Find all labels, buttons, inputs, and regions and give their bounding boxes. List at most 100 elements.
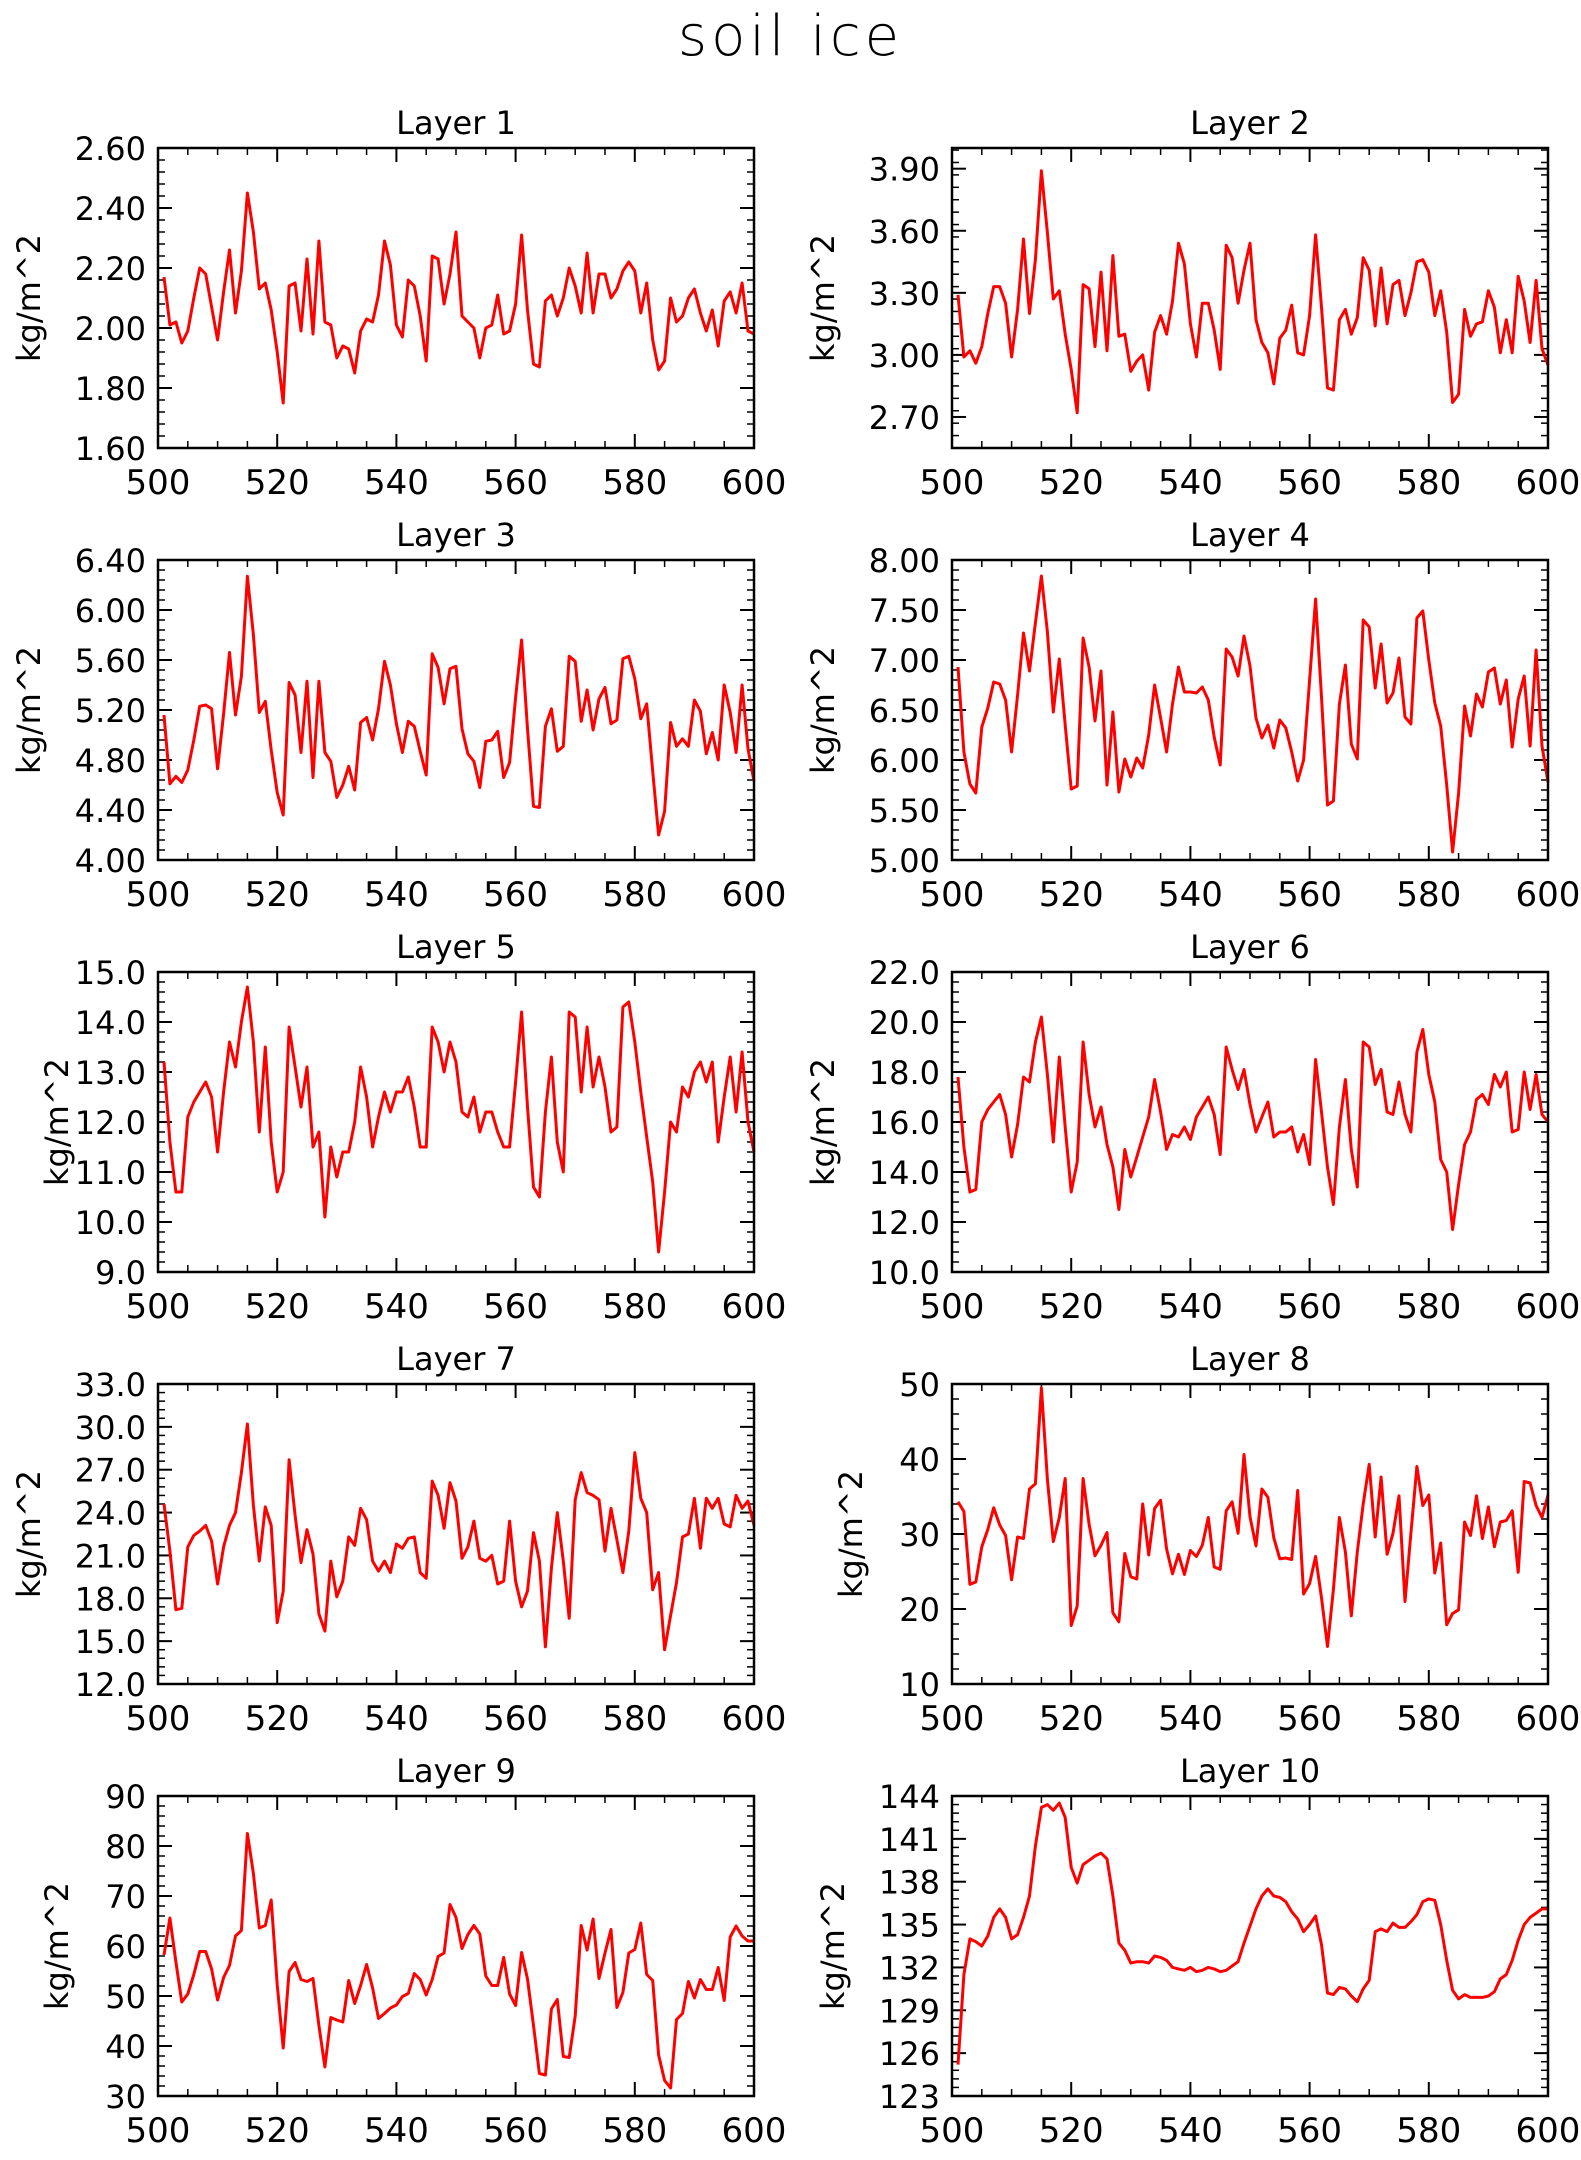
plot-frame: [950, 970, 1550, 1274]
chart-panel-10: 500 520 540 560 580 600 123 126 129 132 135 138 141 1…: [814, 1752, 1580, 2151]
y-tick-label: 5.20: [75, 692, 146, 730]
x-tick-label: 560: [483, 1287, 548, 1327]
y-tick-label: 11.0: [75, 1154, 146, 1192]
y-tick-label: 20.0: [869, 1004, 940, 1042]
x-tick-label: 600: [722, 2111, 787, 2151]
plot-frame: [950, 146, 1550, 450]
y-tick-label: 30.0: [75, 1409, 146, 1447]
x-tick-label: 500: [920, 463, 985, 503]
y-tick-label: 4.00: [75, 842, 146, 880]
x-tick-label: 600: [722, 875, 787, 915]
x-tick-label: 540: [1158, 463, 1223, 503]
y-tick-label: 33.0: [75, 1366, 146, 1404]
panel-title: Layer 8: [1190, 1340, 1310, 1378]
figure-title: soil ice: [677, 4, 904, 69]
y-axis-label: kg/m^2: [804, 1058, 842, 1186]
plot-frame: [950, 1382, 1550, 1686]
y-tick-label: 40: [899, 1441, 940, 1479]
y-tick-label: 5.00: [869, 842, 940, 880]
x-tick-label: 560: [483, 463, 548, 503]
y-tick-label: 7.00: [869, 642, 940, 680]
y-tick-label: 6.50: [869, 692, 940, 730]
chart-panel-8: 500 520 540 560 580 600 10 20 30 40 50 Layer 8 kg/m^…: [832, 1340, 1580, 1739]
y-tick-label: 3.30: [869, 275, 940, 313]
y-tick-label: 10: [899, 1666, 940, 1704]
chart-panel-7: 500 520 540 560 580 600 12.0 15.0 18.0 21.0 24.0 27…: [10, 1340, 786, 1739]
x-tick-label: 580: [602, 1287, 667, 1327]
x-tick-label: 540: [364, 463, 429, 503]
x-tick-label: 600: [1516, 2111, 1581, 2151]
y-tick-label: 7.50: [869, 592, 940, 630]
y-tick-label: 12.0: [75, 1666, 146, 1704]
y-axis-label: kg/m^2: [10, 1470, 48, 1598]
x-tick-label: 540: [364, 875, 429, 915]
y-tick-label: 21.0: [75, 1537, 146, 1575]
y-tick-label: 126: [879, 2035, 940, 2073]
x-tick-label: 500: [920, 2111, 985, 2151]
y-tick-label: 4.80: [75, 742, 146, 780]
x-tick-label: 560: [1277, 875, 1342, 915]
plot-frame: [156, 1382, 756, 1686]
y-tick-label: 132: [879, 1949, 940, 1987]
y-tick-label: 30: [899, 1516, 940, 1554]
y-tick-label: 3.00: [869, 337, 940, 375]
y-tick-label: 50: [899, 1366, 940, 1404]
y-tick-label: 27.0: [75, 1452, 146, 1490]
y-tick-label: 12.0: [75, 1104, 146, 1142]
y-tick-label: 141: [879, 1821, 940, 1859]
y-tick-label: 90: [105, 1778, 146, 1816]
y-tick-label: 5.50: [869, 792, 940, 830]
panel-title: Layer 9: [396, 1752, 516, 1790]
series-line: [956, 169, 1550, 415]
x-tick-label: 580: [1396, 463, 1461, 503]
x-tick-label: 600: [1516, 875, 1581, 915]
y-tick-label: 6.00: [75, 592, 146, 630]
x-tick-label: 560: [483, 875, 548, 915]
y-tick-label: 15.0: [75, 954, 146, 992]
y-tick-label: 14.0: [869, 1154, 940, 1192]
y-tick-label: 5.60: [75, 642, 146, 680]
plot-frame: [950, 1794, 1550, 2098]
x-tick-label: 540: [1158, 2111, 1223, 2151]
y-tick-label: 18.0: [869, 1054, 940, 1092]
y-tick-label: 18.0: [75, 1580, 146, 1618]
chart-panel-5: 500 520 540 560 580 600 9.0 10.0 11.0 12.0 13.0 14.…: [38, 928, 786, 1327]
y-tick-label: 12.0: [869, 1204, 940, 1242]
y-axis-label: kg/m^2: [10, 234, 48, 362]
panel-title: Layer 3: [396, 516, 516, 554]
plot-frame: [950, 558, 1550, 862]
x-tick-label: 560: [1277, 1699, 1342, 1739]
plot-frame: [156, 1794, 756, 2098]
y-tick-label: 70: [105, 1878, 146, 1916]
y-tick-label: 4.40: [75, 792, 146, 830]
y-tick-label: 40: [105, 2028, 146, 2066]
y-tick-label: 50: [105, 1978, 146, 2016]
x-tick-label: 500: [126, 1287, 191, 1327]
y-tick-label: 16.0: [869, 1104, 940, 1142]
panel-title: Layer 1: [396, 104, 516, 142]
x-tick-label: 560: [483, 2111, 548, 2151]
y-tick-label: 6.00: [869, 742, 940, 780]
series-line: [956, 1801, 1548, 2065]
x-tick-label: 540: [1158, 875, 1223, 915]
x-tick-label: 520: [245, 875, 310, 915]
series-line: [162, 985, 756, 1254]
panel-title: Layer 10: [1180, 1752, 1320, 1790]
chart-panel-3: 500 520 540 560 580 600 4.00 4.40 4.80 5.20 5.60 6.…: [10, 516, 786, 915]
x-tick-label: 600: [722, 1287, 787, 1327]
x-tick-label: 520: [1039, 1699, 1104, 1739]
x-tick-label: 540: [1158, 1699, 1223, 1739]
x-tick-label: 560: [1277, 463, 1342, 503]
x-tick-label: 580: [1396, 2111, 1461, 2151]
x-tick-label: 580: [602, 463, 667, 503]
y-axis-label: kg/m^2: [804, 234, 842, 362]
y-tick-label: 6.40: [75, 542, 146, 580]
x-tick-label: 520: [1039, 463, 1104, 503]
y-tick-label: 9.0: [95, 1254, 146, 1292]
x-tick-label: 580: [1396, 1287, 1461, 1327]
y-tick-label: 8.00: [869, 542, 940, 580]
chart-panel-2: 500 520 540 560 580 600 2.70 3.00 3.30 3.60 3.90 La…: [804, 104, 1580, 503]
x-tick-label: 520: [245, 1699, 310, 1739]
x-tick-label: 600: [722, 463, 787, 503]
